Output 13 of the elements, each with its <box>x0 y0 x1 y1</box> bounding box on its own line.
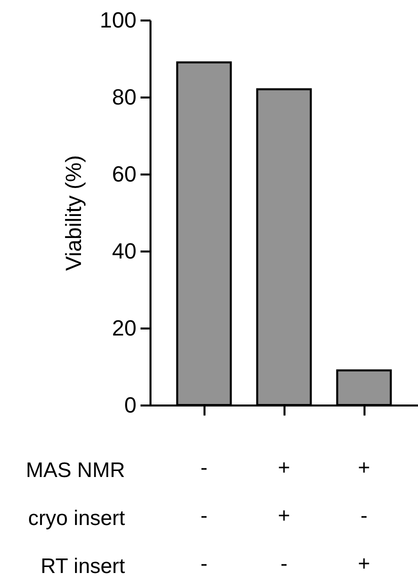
y-tick-label: 60 <box>112 162 136 186</box>
x-tick-label: + + - <box>278 456 290 576</box>
y-tick-label: 0 <box>124 392 136 418</box>
y-tick-label: 40 <box>112 238 136 264</box>
y-tick-label: 20 <box>112 316 136 340</box>
x-tick-label: + - + <box>358 456 370 576</box>
text: cryo insert <box>28 507 126 530</box>
y-tick-label: 100 <box>100 8 136 32</box>
text: MAS NMR <box>26 459 125 482</box>
x-tick-label: - - - <box>200 456 208 576</box>
y-axis-title: Viability (%) <box>60 155 86 271</box>
text: RT insert <box>40 555 126 578</box>
y-tick-label: 80 <box>112 84 136 110</box>
